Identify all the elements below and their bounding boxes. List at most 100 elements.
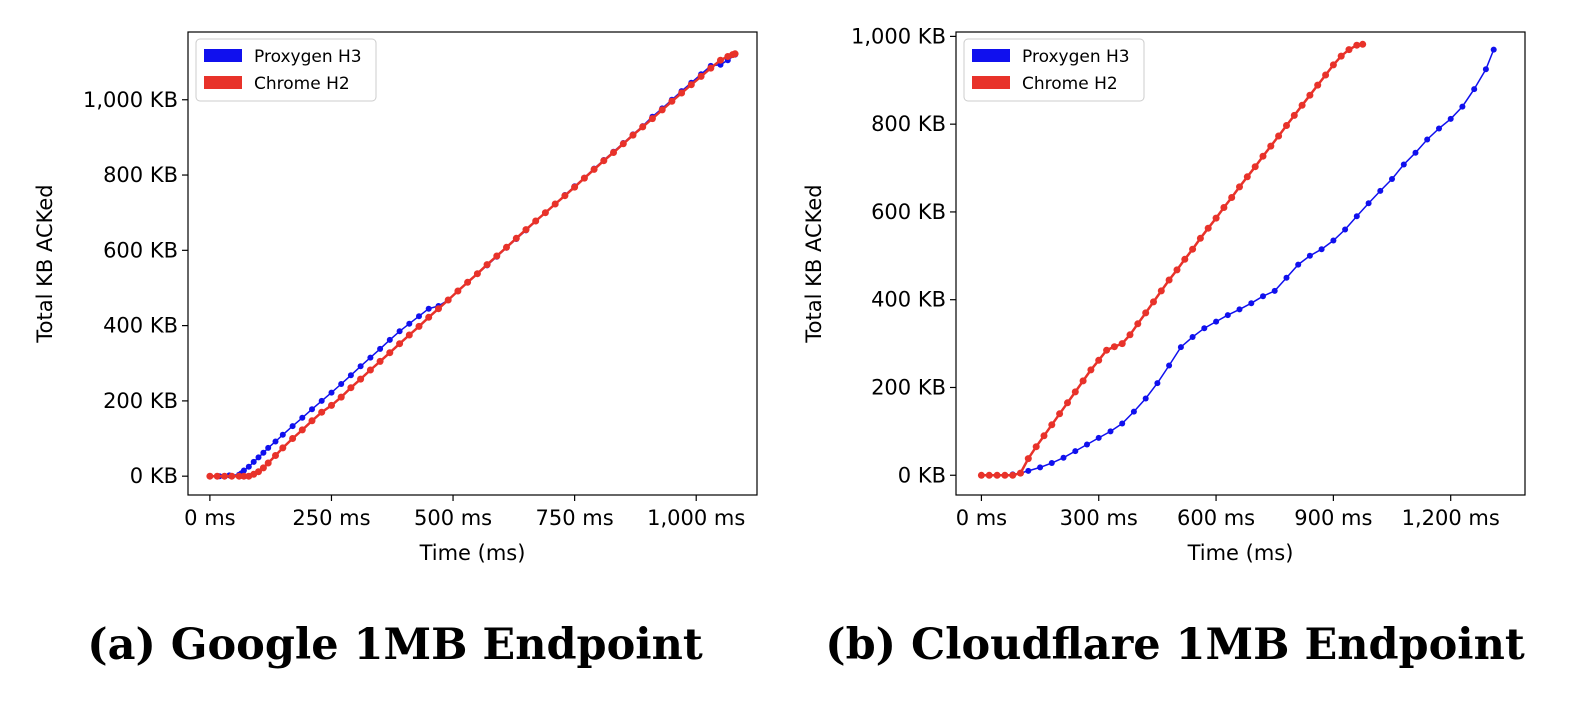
data-point <box>366 366 374 374</box>
data-point <box>1271 287 1278 294</box>
data-point <box>289 423 296 430</box>
data-point <box>425 305 432 312</box>
data-point <box>1243 173 1251 181</box>
x-axis-label: Time (ms) <box>1187 541 1294 565</box>
data-point <box>235 472 243 480</box>
data-point <box>1482 66 1489 73</box>
data-point <box>255 468 262 476</box>
data-point <box>503 243 510 251</box>
y-tick-label: 0 KB <box>130 464 178 488</box>
data-point <box>1306 252 1313 259</box>
y-tick-label: 1,000 KB <box>851 24 946 48</box>
data-point <box>265 444 272 451</box>
data-point <box>1142 395 1149 402</box>
legend-swatch-h2 <box>204 76 242 89</box>
data-point <box>1134 320 1142 328</box>
data-point <box>1189 245 1197 253</box>
data-point <box>1424 136 1431 143</box>
data-point <box>328 401 335 409</box>
legend-label-h2: Chrome H2 <box>1022 74 1118 94</box>
data-point <box>600 157 608 165</box>
data-point <box>1290 111 1298 119</box>
data-point <box>1095 356 1103 364</box>
data-point <box>1330 237 1337 244</box>
data-point <box>1314 81 1322 89</box>
data-point <box>435 305 442 313</box>
data-point <box>1412 149 1419 156</box>
data-point <box>639 123 647 131</box>
data-point <box>1017 469 1024 477</box>
data-point <box>454 287 462 295</box>
data-point <box>1490 46 1497 53</box>
y-tick-label: 800 KB <box>871 112 946 136</box>
data-point <box>678 89 686 97</box>
data-point <box>396 328 403 335</box>
data-point <box>357 375 365 383</box>
y-tick-label: 800 KB <box>103 163 178 187</box>
data-point <box>1353 41 1361 49</box>
data-point <box>512 234 520 242</box>
data-point <box>1236 306 1243 313</box>
data-point <box>1166 362 1173 369</box>
data-point <box>1389 176 1395 182</box>
legend-label-h2: Chrome H2 <box>254 74 350 94</box>
data-point <box>1084 441 1090 448</box>
data-point <box>985 471 993 479</box>
chart-b-legend: Proxygen H3 Chrome H2 <box>963 38 1145 102</box>
data-point <box>213 472 221 480</box>
data-point <box>1181 255 1189 263</box>
data-point <box>308 417 316 425</box>
data-point <box>318 408 326 416</box>
data-point <box>1220 204 1228 211</box>
x-axis-label: Time (ms) <box>419 541 526 565</box>
data-point <box>648 115 656 123</box>
data-point <box>406 320 413 327</box>
y-tick-label: 1,000 KB <box>83 88 178 112</box>
data-point <box>1048 460 1055 466</box>
data-point <box>1283 122 1290 129</box>
y-tick-label: 0 KB <box>898 463 946 487</box>
data-point <box>464 278 472 286</box>
data-point <box>1224 312 1231 319</box>
data-point <box>1248 300 1255 307</box>
y-tick-label: 200 KB <box>103 389 178 413</box>
chart-a-series-h2 <box>206 50 739 480</box>
data-point <box>367 354 374 361</box>
data-point <box>1025 467 1032 474</box>
legend-swatch-h3 <box>204 49 242 62</box>
data-point <box>1447 115 1454 122</box>
series-line <box>209 52 736 478</box>
x-tick-label: 250 ms <box>292 506 370 530</box>
data-point <box>1118 340 1126 348</box>
chart-b-series-h3 <box>978 46 1497 479</box>
data-point <box>1024 455 1032 463</box>
legend-label-h3: Proxygen H3 <box>254 47 362 67</box>
data-point <box>1154 380 1161 387</box>
data-point <box>580 174 588 182</box>
chart-a-series-h3 <box>206 51 739 480</box>
data-point <box>386 349 394 357</box>
data-point <box>1342 226 1349 233</box>
data-point <box>396 340 404 348</box>
data-point <box>1103 346 1111 354</box>
data-point <box>1283 274 1290 281</box>
data-point <box>228 472 236 480</box>
data-point <box>298 426 306 434</box>
data-point <box>1150 298 1157 306</box>
x-tick-label: 1,000 ms <box>647 506 745 530</box>
data-point <box>259 464 267 472</box>
data-point <box>522 226 530 234</box>
data-point <box>444 296 452 304</box>
data-point <box>610 149 617 156</box>
data-point <box>1436 125 1442 132</box>
data-point <box>1095 434 1102 441</box>
data-point <box>473 270 481 278</box>
data-point <box>717 56 724 64</box>
chart-a-legend: Proxygen H3 Chrome H2 <box>195 38 377 102</box>
data-point <box>707 64 715 72</box>
legend-swatch-h3 <box>972 49 1010 62</box>
data-point <box>1353 213 1360 220</box>
data-point <box>977 471 985 479</box>
data-point <box>1212 214 1220 222</box>
data-point <box>1040 432 1048 440</box>
